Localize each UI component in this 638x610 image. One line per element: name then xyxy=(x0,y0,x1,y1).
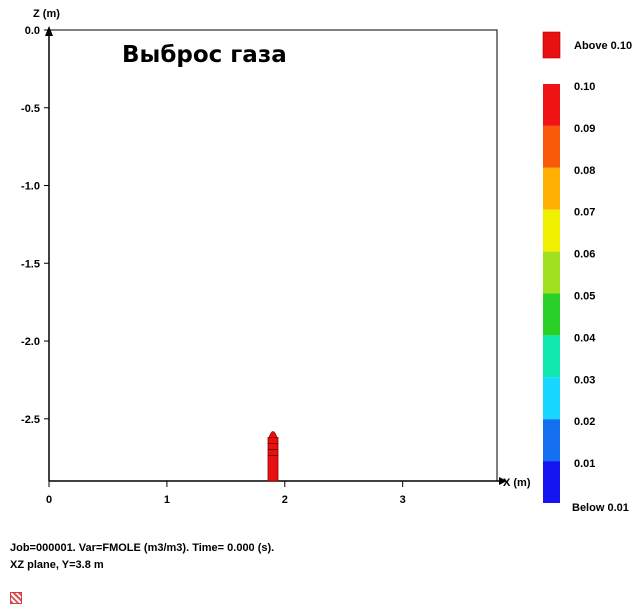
legend-swatch xyxy=(543,335,560,378)
z-tick-label: -1.5 xyxy=(21,258,40,270)
z-axis-label: Z (m) xyxy=(33,8,60,20)
legend-level-label: 0.02 xyxy=(574,416,595,428)
legend-level-label: 0.07 xyxy=(574,207,595,219)
legend-swatch xyxy=(543,461,560,503)
z-tick-label: -0.5 xyxy=(21,103,40,115)
legend-swatch xyxy=(543,209,560,252)
legend-swatch xyxy=(543,293,560,336)
plane-info-line: XZ plane, Y=3.8 m xyxy=(10,559,104,571)
z-tick-label: -2.0 xyxy=(21,336,40,348)
legend-above-swatch xyxy=(542,31,561,59)
plot-axes: Z (m) X (m) 0 1 2 3 0.0 -0.5 -1.0 -1.5 -2.0 -2.5 xyxy=(21,8,531,506)
plot-frame xyxy=(48,29,498,482)
source-tip xyxy=(268,431,278,438)
legend-swatch xyxy=(543,251,560,294)
color-legend: Above 0.10 0.10 0.09 0.08 0.07 0.06 0.05 0.04 0.… xyxy=(542,31,632,514)
legend-level-label: 0.05 xyxy=(574,291,595,303)
legend-level-label: 0.04 xyxy=(574,332,596,344)
gas-source xyxy=(267,431,279,482)
job-info-line: Job=000001. Var=FMOLE (m3/m3). Time= 0.0… xyxy=(10,542,275,554)
legend-level-label: 0.10 xyxy=(574,81,595,93)
legend-swatch xyxy=(543,419,560,462)
legend-swatch xyxy=(543,84,560,126)
x-tick-label: 2 xyxy=(282,494,288,506)
x-axis-arrow xyxy=(499,477,507,485)
legend-above-label: Above 0.10 xyxy=(574,40,632,52)
legend-swatch xyxy=(543,377,560,420)
legend-level-label: 0.03 xyxy=(574,374,595,386)
legend-below-label: Below 0.01 xyxy=(572,502,629,514)
chart-title: Выброс газа xyxy=(122,42,287,68)
source-body xyxy=(267,437,279,482)
hatched-square-icon xyxy=(10,592,22,604)
x-tick-label: 3 xyxy=(400,494,406,506)
z-axis-arrow xyxy=(45,26,53,36)
legend-swatch xyxy=(543,167,560,210)
legend-level-label: 0.06 xyxy=(574,249,595,261)
legend-level-label: 0.01 xyxy=(574,458,595,470)
x-tick-label: 1 xyxy=(164,494,170,506)
legend-level-label: 0.08 xyxy=(574,165,595,177)
legend-swatch xyxy=(543,125,560,168)
x-axis-label: X (m) xyxy=(503,477,531,489)
z-tick-label: -1.0 xyxy=(21,181,40,193)
x-tick-label: 0 xyxy=(46,494,52,506)
z-tick-label: 0.0 xyxy=(25,25,40,37)
legend-level-label: 0.09 xyxy=(574,123,595,135)
z-tick-label: -2.5 xyxy=(21,414,40,426)
